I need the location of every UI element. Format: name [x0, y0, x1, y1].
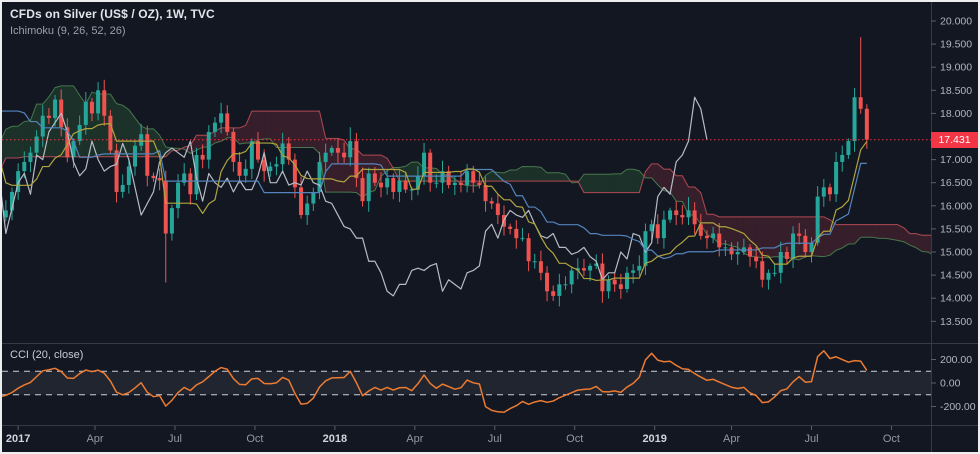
svg-text:16.500: 16.500	[940, 177, 972, 189]
svg-text:-200.00: -200.00	[940, 401, 976, 413]
svg-text:13.500: 13.500	[940, 316, 972, 328]
svg-text:Jul: Jul	[804, 433, 818, 445]
svg-text:Apr: Apr	[86, 433, 103, 445]
svg-text:Apr: Apr	[406, 433, 423, 445]
svg-text:2018: 2018	[323, 433, 347, 445]
svg-text:Jul: Jul	[168, 433, 182, 445]
ichimoku-cloud	[2, 85, 931, 261]
svg-text:Oct: Oct	[566, 433, 583, 445]
svg-text:0.00: 0.00	[940, 378, 961, 390]
svg-text:19.000: 19.000	[940, 62, 972, 74]
time-axis[interactable]: 2017 Apr Jul Oct 2018 Apr Jul Oct 2019 Apr Jul Oct	[6, 426, 900, 445]
svg-text:2017: 2017	[6, 433, 30, 445]
svg-text:20.000: 20.000	[940, 16, 972, 28]
cci-band	[2, 370, 931, 396]
svg-text:19.500: 19.500	[940, 39, 972, 51]
ichimoku-lines	[2, 96, 868, 297]
svg-text:14.500: 14.500	[940, 270, 972, 282]
cci-legend[interactable]: CCI (20, close)	[10, 349, 84, 361]
svg-text:Oct: Oct	[883, 433, 900, 445]
svg-text:Oct: Oct	[246, 433, 263, 445]
svg-text:15.500: 15.500	[940, 223, 972, 235]
svg-text:200.00: 200.00	[940, 354, 972, 366]
svg-text:18.500: 18.500	[940, 85, 972, 97]
svg-text:15.000: 15.000	[940, 247, 972, 259]
price-axis[interactable]: 20.000 19.500 19.000 18.500 18.000 17.000 16.5…	[931, 16, 976, 414]
svg-text:18.000: 18.000	[940, 108, 972, 120]
cci-line	[2, 350, 868, 414]
svg-text:17.000: 17.000	[940, 154, 972, 166]
svg-text:Jul: Jul	[488, 433, 502, 445]
svg-text:16.000: 16.000	[940, 200, 972, 212]
svg-text:2019: 2019	[642, 433, 666, 445]
svg-text:Apr: Apr	[723, 433, 740, 445]
last-price-label: 17.431	[931, 132, 978, 148]
svg-text:14.000: 14.000	[940, 293, 972, 305]
